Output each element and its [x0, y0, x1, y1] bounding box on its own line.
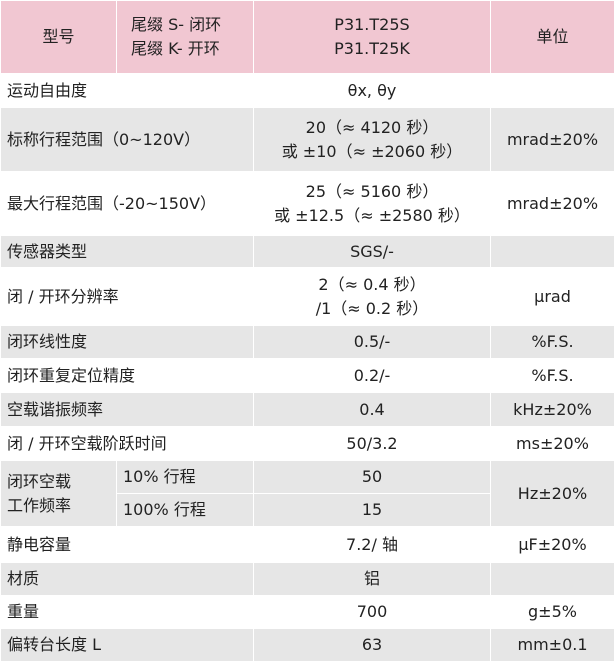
- row-label: 闭 / 开环空载阶跃时间: [1, 427, 254, 461]
- value-line: 20（≈ 4120 秒）: [260, 116, 484, 140]
- table-row: 最大行程范围（-20~150V） 25（≈ 5160 秒） 或 ±12.5（≈ …: [1, 172, 614, 236]
- row-label: 重量: [1, 596, 254, 629]
- table-row: 重量 700 g±5%: [1, 596, 614, 629]
- row-value: 25（≈ 5160 秒） 或 ±12.5（≈ ±2580 秒）: [254, 172, 491, 236]
- table-row: 闭环空载 工作频率 10% 行程 50 Hz±20%: [1, 461, 614, 494]
- value-line: 或 ±10（≈ ±2060 秒）: [260, 140, 484, 164]
- model-header: 型号: [1, 1, 117, 74]
- row-label: 最大行程范围（-20~150V）: [1, 172, 254, 236]
- unit-header: 单位: [491, 1, 614, 74]
- row-value: 0.4: [254, 393, 491, 427]
- row-value: 铝: [254, 563, 491, 596]
- table-row: 闭环重复定位精度 0.2/- %F.S.: [1, 359, 614, 393]
- row-value: θx, θy: [254, 74, 491, 108]
- row-label: 静电容量: [1, 527, 254, 563]
- value-line: 25（≈ 5160 秒）: [260, 180, 484, 204]
- row-unit: [491, 236, 614, 268]
- table-row: 闭 / 开环空载阶跃时间 50/3.2 ms±20%: [1, 427, 614, 461]
- row-label: 闭 / 开环分辨率: [1, 268, 254, 326]
- model-name-header: P31.T25S P31.T25K: [254, 1, 491, 74]
- row-value: 50/3.2: [254, 427, 491, 461]
- row-unit: mm±0.1: [491, 629, 614, 662]
- row-unit: kHz±20%: [491, 393, 614, 427]
- table-row: 闭环线性度 0.5/- %F.S.: [1, 326, 614, 359]
- row-unit: mrad±20%: [491, 108, 614, 172]
- row-value: 20（≈ 4120 秒） 或 ±10（≈ ±2060 秒）: [254, 108, 491, 172]
- label-line: 工作频率: [7, 494, 110, 518]
- row-label: 运动自由度: [1, 74, 254, 108]
- row-unit: μrad: [491, 268, 614, 326]
- row-value: 7.2/ 轴: [254, 527, 491, 563]
- row-unit: [491, 563, 614, 596]
- row-label: 材质: [1, 563, 254, 596]
- table-row: 偏转台长度 L 63 mm±0.1: [1, 629, 614, 662]
- value-line: 或 ±12.5（≈ ±2580 秒）: [260, 204, 484, 228]
- value-line: 2（≈ 0.4 秒）: [260, 273, 484, 297]
- row-label: 标称行程范围（0~120V）: [1, 108, 254, 172]
- model-name-s: P31.T25S: [260, 13, 484, 37]
- row-value: SGS/-: [254, 236, 491, 268]
- label-line: 闭环空载: [7, 470, 110, 494]
- row-value: 2（≈ 0.4 秒） /1（≈ 0.2 秒）: [254, 268, 491, 326]
- row-unit: ms±20%: [491, 427, 614, 461]
- suffix-line-closed: 尾缀 S- 闭环: [131, 13, 247, 37]
- table-row: 闭 / 开环分辨率 2（≈ 0.4 秒） /1（≈ 0.2 秒） μrad: [1, 268, 614, 326]
- suffix-line-open: 尾缀 K- 开环: [131, 37, 247, 61]
- row-value: 63: [254, 629, 491, 662]
- row-value: 700: [254, 596, 491, 629]
- sub-label: 10% 行程: [117, 461, 254, 494]
- row-label: 闭环线性度: [1, 326, 254, 359]
- table-row: 静电容量 7.2/ 轴 μF±20%: [1, 527, 614, 563]
- row-label: 闭环重复定位精度: [1, 359, 254, 393]
- table-row: 标称行程范围（0~120V） 20（≈ 4120 秒） 或 ±10（≈ ±206…: [1, 108, 614, 172]
- row-unit: μF±20%: [491, 527, 614, 563]
- row-value: 0.5/-: [254, 326, 491, 359]
- row-unit: [491, 74, 614, 108]
- row-value: 0.2/-: [254, 359, 491, 393]
- row-unit: g±5%: [491, 596, 614, 629]
- row-unit: %F.S.: [491, 326, 614, 359]
- row-label: 空载谐振频率: [1, 393, 254, 427]
- row-label: 传感器类型: [1, 236, 254, 268]
- table-row: 空载谐振频率 0.4 kHz±20%: [1, 393, 614, 427]
- row-unit: %F.S.: [491, 359, 614, 393]
- row-label: 偏转台长度 L: [1, 629, 254, 662]
- row-value: 50: [254, 461, 491, 494]
- table-row: 材质 铝: [1, 563, 614, 596]
- suffix-header: 尾缀 S- 闭环 尾缀 K- 开环: [117, 1, 254, 74]
- row-label: 闭环空载 工作频率: [1, 461, 117, 527]
- value-line: /1（≈ 0.2 秒）: [260, 297, 484, 321]
- model-name-k: P31.T25K: [260, 37, 484, 61]
- header-row: 型号 尾缀 S- 闭环 尾缀 K- 开环 P31.T25S P31.T25K 单…: [1, 1, 614, 74]
- row-unit: mrad±20%: [491, 172, 614, 236]
- row-unit: Hz±20%: [491, 461, 614, 527]
- table-row: 传感器类型 SGS/-: [1, 236, 614, 268]
- sub-label: 100% 行程: [117, 494, 254, 527]
- row-value: 15: [254, 494, 491, 527]
- table-row: 运动自由度 θx, θy: [1, 74, 614, 108]
